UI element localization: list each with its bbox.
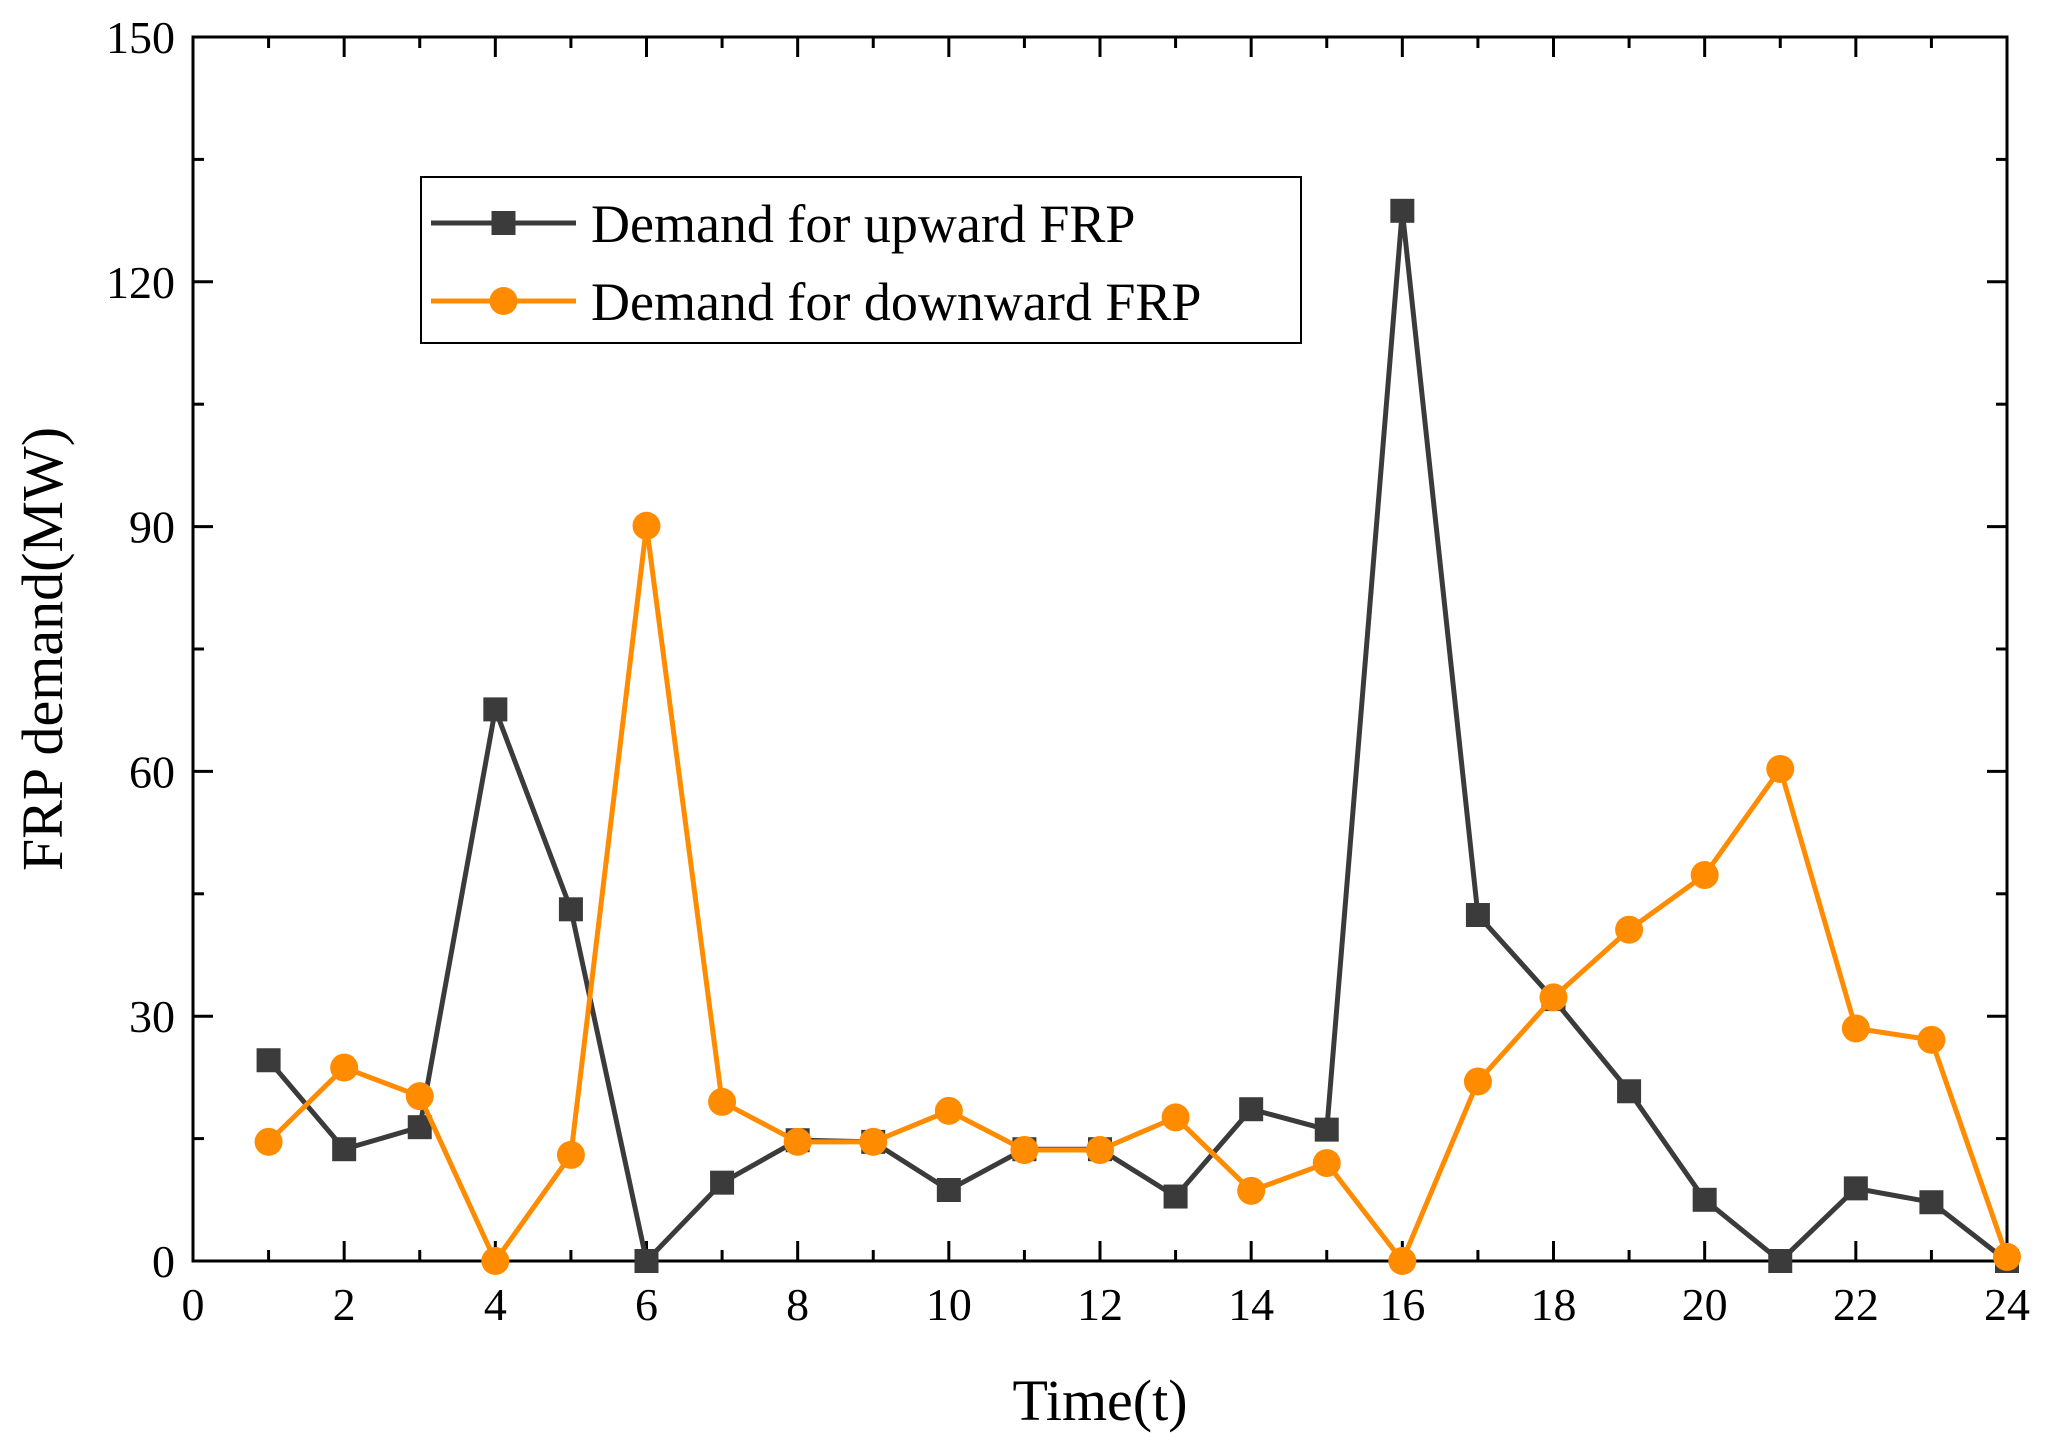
x-tick-label: 18 bbox=[1531, 1279, 1577, 1330]
data-point bbox=[332, 1137, 357, 1162]
y-tick-label: 0 bbox=[152, 1236, 175, 1287]
y-tick-label: 60 bbox=[129, 746, 175, 797]
data-point bbox=[1917, 1025, 1946, 1054]
data-point bbox=[1919, 1190, 1944, 1215]
data-point bbox=[1239, 1097, 1264, 1122]
data-point bbox=[558, 897, 583, 922]
data-point bbox=[934, 1096, 963, 1125]
data-point bbox=[330, 1053, 359, 1082]
y-tick-label: 150 bbox=[106, 12, 175, 63]
data-point bbox=[936, 1178, 961, 1203]
legend-marker bbox=[491, 211, 516, 235]
data-point bbox=[1314, 1117, 1339, 1142]
data-point bbox=[1617, 1079, 1642, 1104]
data-point bbox=[708, 1087, 737, 1116]
data-point bbox=[1690, 861, 1719, 890]
data-point bbox=[1390, 198, 1415, 223]
data-point bbox=[634, 1249, 659, 1273]
data-point bbox=[1841, 1014, 1870, 1043]
data-point bbox=[1237, 1176, 1266, 1205]
x-tick-label: 8 bbox=[786, 1279, 809, 1330]
series-line bbox=[266, 525, 2010, 1266]
data-point bbox=[1010, 1136, 1039, 1165]
data-point bbox=[710, 1170, 735, 1195]
data-point bbox=[1163, 1184, 1188, 1209]
x-tick-label: 2 bbox=[333, 1279, 356, 1330]
data-point bbox=[483, 697, 508, 722]
x-tick-label: 4 bbox=[484, 1279, 507, 1330]
y-axis-title: FRP demand(MW) bbox=[10, 427, 75, 871]
series-line bbox=[266, 210, 2009, 1267]
y-tick-label: 90 bbox=[129, 502, 175, 553]
y-tick-label: 120 bbox=[106, 257, 175, 308]
data-point bbox=[1463, 1067, 1492, 1096]
legend-label: Demand for downward FRP bbox=[591, 272, 1201, 332]
series-2 bbox=[254, 511, 2021, 1275]
legend-marker bbox=[489, 287, 518, 315]
data-point bbox=[1312, 1149, 1341, 1178]
data-point bbox=[1615, 915, 1644, 944]
x-tick-label: 6 bbox=[635, 1279, 658, 1330]
data-point bbox=[556, 1140, 585, 1169]
data-point bbox=[254, 1127, 283, 1156]
x-tick-label: 0 bbox=[182, 1279, 205, 1330]
series-1 bbox=[256, 198, 2019, 1273]
x-tick-label: 16 bbox=[1379, 1279, 1425, 1330]
data-point bbox=[1692, 1187, 1717, 1212]
data-point bbox=[1843, 1176, 1868, 1201]
data-point bbox=[256, 1048, 281, 1073]
data-point bbox=[1086, 1136, 1114, 1165]
x-tick-label: 24 bbox=[1984, 1279, 2030, 1330]
legend: Demand for upward FRP Demand for downward… bbox=[420, 176, 1302, 344]
x-tick-label: 22 bbox=[1833, 1279, 1879, 1330]
data-point bbox=[783, 1127, 812, 1156]
data-point bbox=[632, 511, 661, 540]
series-layer bbox=[254, 198, 2021, 1275]
x-tick-label: 14 bbox=[1228, 1279, 1274, 1330]
data-point bbox=[481, 1247, 510, 1275]
data-point bbox=[1768, 1249, 1793, 1273]
y-tick-label: 30 bbox=[129, 991, 175, 1042]
x-tick-label: 10 bbox=[926, 1279, 972, 1330]
data-point bbox=[1539, 983, 1568, 1012]
data-point bbox=[1993, 1242, 2021, 1271]
legend-label: Demand for upward FRP bbox=[591, 194, 1135, 254]
data-point bbox=[1161, 1103, 1190, 1132]
x-axis-title: Time(t) bbox=[1012, 1368, 1187, 1433]
data-point bbox=[405, 1082, 434, 1111]
legend-box bbox=[420, 176, 1302, 344]
data-point bbox=[1388, 1247, 1417, 1275]
x-tick-label: 20 bbox=[1682, 1279, 1728, 1330]
data-point bbox=[859, 1127, 888, 1156]
x-tick-label: 12 bbox=[1077, 1279, 1123, 1330]
data-point bbox=[1465, 903, 1490, 928]
data-point bbox=[1766, 754, 1795, 783]
